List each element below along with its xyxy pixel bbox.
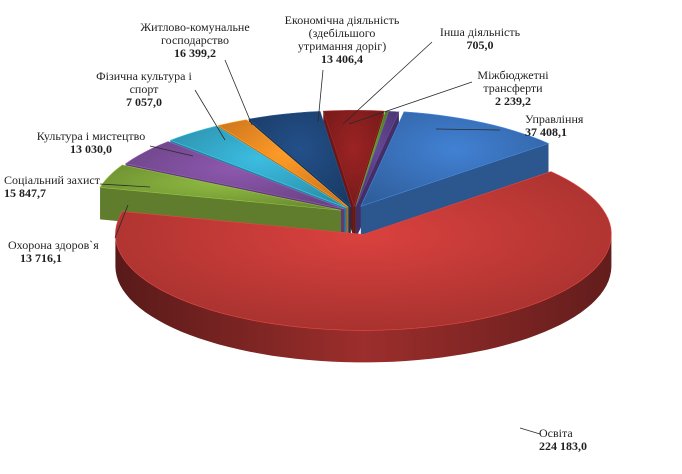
label-mizhbiudzhetni-line2: трансферти (483, 81, 543, 95)
label-upravlinnia-name: Управління (525, 112, 584, 126)
label-mizhbiudzhetni-line1: Міжбюджетні (477, 68, 549, 82)
label-mizhbiudzhetni-value: 2 239,2 (495, 94, 531, 108)
label-insha-name: Інша діяльність (439, 25, 521, 39)
label-mizhbiudzhetni: Міжбюджетні трансферти 2 239,2 (458, 69, 568, 108)
label-zhytlovo-line2: господарство (161, 33, 229, 47)
label-fizychna-line1: Фізична культура і (96, 69, 192, 83)
leader-line-0 (435, 128, 501, 131)
label-ekonomichna-value: 13 406,4 (321, 52, 363, 66)
label-zhytlovo-line1: Житлово-комунальне (140, 20, 250, 34)
label-osvita-value: 224 183,0 (539, 439, 587, 453)
label-okhorona-name: Охорона здоров`я (8, 238, 99, 252)
slice-side-1 (115, 234, 612, 363)
label-osvita: Освіта 224 183,0 (539, 427, 587, 453)
label-kultura-value: 13 030,0 (70, 142, 112, 156)
slice-top-6 (248, 111, 352, 208)
slice-top-4 (169, 125, 347, 209)
label-sotsialnyi-name: Соціальний захист (4, 173, 100, 187)
label-ekonomichna: Економічна діяльність (здебільшого утрим… (274, 14, 410, 66)
slice-top-5 (217, 119, 349, 208)
leader-line-5 (194, 89, 226, 141)
label-ekonomichna-line2: (здебільшого (308, 26, 376, 40)
label-ekonomichna-line3: утримання доріг) (297, 39, 387, 53)
slice-top-1 (115, 171, 612, 331)
leader-line-1 (519, 427, 541, 435)
label-sotsialnyi-value: 15 847,7 (4, 186, 46, 200)
label-osvita-name: Освіта (539, 426, 573, 440)
slice-top-2 (99, 164, 341, 211)
label-okhorona: Охорона здоров`я 13 716,1 (8, 239, 99, 265)
slice-top-9 (355, 110, 400, 207)
leader-line-4 (149, 145, 194, 157)
label-fizychna-line2: спорт (129, 82, 159, 96)
label-upravlinnia: Управління 37 408,1 (525, 113, 583, 139)
slice-top-0 (360, 111, 550, 207)
label-kultura: Культура і мистецтво 13 030,0 (28, 130, 154, 156)
leader-line-6 (224, 59, 253, 126)
label-fizychna: Фізична культура і спорт 7 057,0 (84, 70, 204, 109)
leader-line-2 (114, 204, 129, 239)
label-sotsialnyi: Соціальний захист 15 847,7 (4, 174, 100, 200)
label-upravlinnia-value: 37 408,1 (525, 125, 567, 139)
slice-1 (115, 171, 612, 363)
label-zhytlovo: Житлово-комунальне господарство 16 399,2 (133, 21, 257, 60)
label-insha-value: 705,0 (466, 38, 494, 52)
leader-line-7 (317, 69, 324, 123)
slice-top-7 (322, 110, 385, 208)
label-ekonomichna-line1: Економічна діяльність (284, 13, 400, 27)
label-okhorona-value: 13 716,1 (20, 251, 62, 265)
slice-0 (360, 111, 550, 239)
label-fizychna-value: 7 057,0 (126, 95, 162, 109)
slice-wall-end-0 (360, 143, 549, 239)
leader-line-3 (99, 183, 151, 188)
slice-top-3 (124, 141, 345, 210)
leader-line-9 (348, 81, 473, 125)
label-insha: Інша діяльність 705,0 (425, 26, 535, 52)
label-kultura-name: Культура і мистецтво (36, 129, 146, 143)
label-zhytlovo-value: 16 399,2 (174, 46, 216, 60)
leader-line-8 (342, 41, 433, 125)
